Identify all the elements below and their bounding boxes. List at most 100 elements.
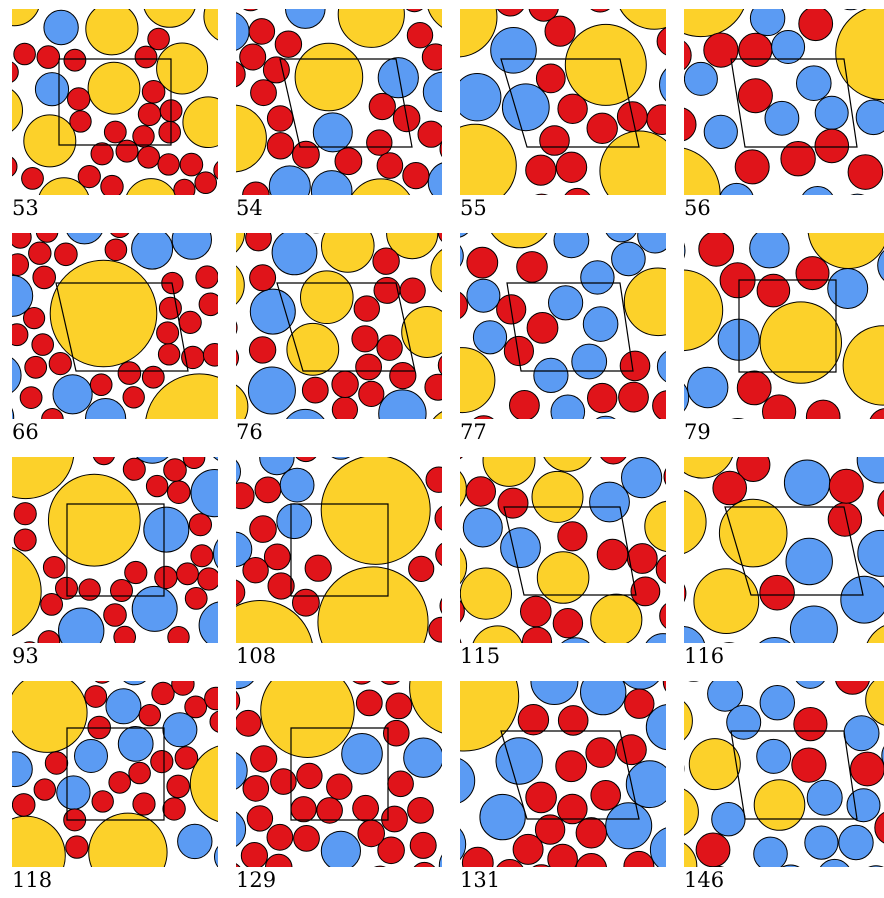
blue-disc [561,637,590,643]
red-disc [236,482,255,510]
blue-disc [855,99,884,136]
red-disc [290,796,317,823]
red-disc [437,233,442,242]
red-disc [656,27,666,56]
blue-disc [806,779,843,816]
red-disc [197,567,218,591]
yellow-disc [401,306,442,358]
unit-cell-outline [66,727,165,821]
blue-disc [377,57,419,99]
packing-tile [684,9,884,195]
disc-packing-drawing [684,9,884,195]
yellow-disc [684,457,733,479]
red-disc [555,750,588,783]
red-disc [122,386,145,409]
yellow-disc [286,322,340,376]
red-disc [117,361,142,385]
red-disc [176,562,199,586]
red-disc [178,310,202,335]
blue-disc [460,758,476,804]
blue-disc [422,71,442,113]
blue-disc [12,274,34,317]
red-disc [575,853,607,867]
red-disc [292,588,320,617]
blue-disc [378,389,427,419]
red-disc [66,87,91,111]
packing-tile [236,233,442,419]
blue-disc [553,233,590,259]
red-disc [77,165,101,189]
red-disc [547,843,578,867]
blue-disc [595,415,616,419]
red-disc [590,9,610,13]
red-disc [334,147,363,176]
yellow-disc [236,233,246,253]
red-disc [662,681,666,692]
yellow-disc [182,96,218,148]
blue-disc [131,233,174,270]
red-disc [535,63,566,94]
unit-cell-outline [738,279,837,373]
red-disc [137,102,162,127]
panel-number-label: 55 [460,196,487,220]
red-disc [366,129,393,156]
yellow-disc [460,681,520,752]
red-disc [236,349,239,367]
yellow-disc [12,547,42,637]
red-disc [435,542,442,566]
blue-disc [66,233,103,245]
red-disc [63,48,87,72]
red-disc [19,386,43,410]
red-disc [239,43,267,71]
red-disc [623,850,655,867]
red-disc [236,709,262,737]
red-disc [242,557,269,584]
red-disc [295,457,317,463]
blue-disc [684,242,686,259]
red-disc [110,233,130,238]
red-disc [113,625,136,643]
red-disc [28,241,52,265]
blue-disc [74,739,108,773]
red-disc [355,353,383,381]
red-disc [828,468,864,504]
red-disc [184,695,208,719]
blue-disc [684,61,718,96]
red-disc [147,27,170,51]
red-disc [249,264,277,292]
red-disc [351,325,379,353]
red-disc [405,9,423,13]
disc-packing-drawing [236,233,442,419]
blue-disc [285,9,326,29]
red-disc [150,750,174,774]
red-disc [89,373,113,396]
red-disc [655,554,666,584]
red-disc [301,376,329,404]
yellow-disc [203,9,218,41]
blue-disc [605,802,653,850]
blue-disc [331,457,351,460]
blue-disc [796,65,832,101]
red-disc [695,832,731,867]
red-disc [151,681,175,706]
panel-number-label: 56 [684,196,711,220]
blue-disc [462,507,503,548]
packing-tile [684,681,884,867]
red-disc [13,42,36,66]
yellow-disc [300,270,354,324]
disc-packing-drawing [236,9,442,195]
blue-disc [711,802,746,837]
yellow-disc [718,498,788,568]
red-disc [460,638,462,643]
yellow-disc [189,745,218,823]
yellow-disc [49,259,158,368]
red-disc [128,761,151,785]
blue-disc [34,72,70,107]
red-disc [376,152,404,179]
red-disc [827,502,863,537]
blue-disc [12,189,14,195]
yellow-disc [409,681,442,734]
disc-packing-drawing [12,9,218,195]
red-disc [387,770,414,798]
